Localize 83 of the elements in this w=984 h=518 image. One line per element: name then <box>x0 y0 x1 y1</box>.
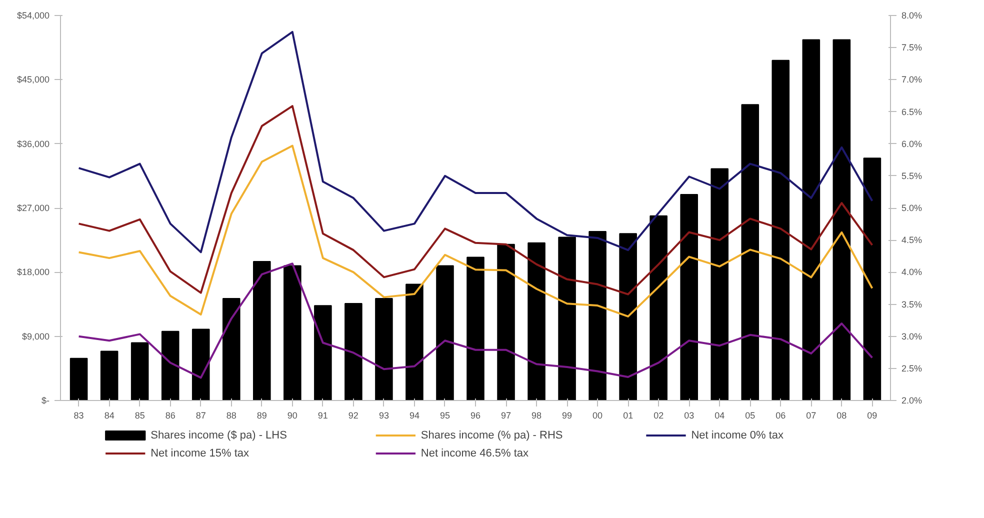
x-tick-label: 90 <box>287 410 298 420</box>
bar <box>710 168 729 400</box>
y-tick-label: $9,000 <box>22 331 50 342</box>
x-tick-label: 00 <box>592 410 603 420</box>
bar <box>375 298 393 400</box>
x-tick-label: 86 <box>165 410 176 420</box>
bar <box>558 236 576 400</box>
bar <box>650 215 668 400</box>
x-tick-label: 02 <box>654 410 664 420</box>
y2-tick-label: 4.5% <box>902 235 922 246</box>
y2-tick-label: 7.5% <box>902 42 922 53</box>
bar <box>466 256 484 400</box>
x-tick-label: 99 <box>562 410 572 420</box>
legend-label: Shares income (% pa) - RHS <box>420 430 563 442</box>
bar <box>588 231 606 400</box>
legend-label: Shares income ($ pa) - LHS <box>150 430 287 442</box>
legend-label: Net income 0% tax <box>691 430 784 442</box>
x-tick-label: 03 <box>684 410 694 420</box>
y2-tick-label: 2.0% <box>902 396 922 406</box>
bar <box>772 60 790 400</box>
x-tick-label: 96 <box>470 410 481 420</box>
y2-tick-label: 7.0% <box>902 74 922 85</box>
x-tick-label: 08 <box>836 410 847 420</box>
x-tick-label: 84 <box>104 410 114 420</box>
bar <box>222 298 240 400</box>
x-tick-label: 09 <box>867 410 878 420</box>
bar <box>314 305 332 400</box>
bar <box>832 39 851 400</box>
line-series <box>78 105 874 296</box>
x-tick-label: 06 <box>776 410 786 420</box>
y2-tick-label: 6.5% <box>902 106 922 117</box>
x-tick-label: 07 <box>806 410 816 420</box>
x-tick-label: 93 <box>378 410 389 420</box>
y2-tick-label: 3.5% <box>902 299 922 310</box>
bar <box>680 194 698 400</box>
line-series <box>78 144 874 318</box>
bar <box>253 260 271 400</box>
y-tick-label: $45,000 <box>16 74 50 85</box>
bar <box>497 244 515 400</box>
legend-label: Net income 46.5% tax <box>420 448 530 460</box>
bar <box>406 284 424 400</box>
x-tick-label: 94 <box>409 410 420 420</box>
x-tick-label: 88 <box>226 410 236 420</box>
x-tick-label: 87 <box>196 410 206 420</box>
line-series <box>78 262 874 379</box>
bar <box>192 328 210 400</box>
bar <box>161 330 180 400</box>
x-tick-label: 01 <box>623 410 634 420</box>
bar <box>436 265 454 400</box>
y2-tick-label: 2.5% <box>902 363 922 374</box>
x-tick-label: 04 <box>714 410 725 420</box>
x-tick-label: 83 <box>74 410 84 420</box>
bar <box>70 358 88 400</box>
bar <box>284 265 302 400</box>
x-tick-label: 97 <box>501 410 512 420</box>
y-tick-label: $- <box>42 396 50 406</box>
x-tick-label: 95 <box>440 410 450 420</box>
y-tick-label: $36,000 <box>16 138 50 149</box>
bar <box>528 242 546 400</box>
legend-label: Net income 15% tax <box>150 448 250 460</box>
bar <box>344 303 362 400</box>
bar <box>863 158 882 400</box>
bar <box>100 350 118 400</box>
y-tick-label: $27,000 <box>16 203 50 213</box>
y2-tick-label: 8.0% <box>902 10 922 20</box>
x-tick-label: 98 <box>532 410 542 420</box>
y2-tick-label: 4.0% <box>902 267 922 278</box>
x-tick-label: 92 <box>348 410 358 420</box>
bar <box>741 104 760 400</box>
y-tick-label: $18,000 <box>16 267 50 278</box>
x-tick-label: 85 <box>134 410 145 420</box>
y2-tick-label: 5.5% <box>902 170 922 181</box>
y-tick-label: $54,000 <box>16 10 50 20</box>
y2-tick-label: 3.0% <box>902 331 922 342</box>
y2-tick-label: 6.0% <box>902 138 922 149</box>
x-tick-label: 05 <box>745 410 756 420</box>
y2-tick-label: 5.0% <box>902 203 922 213</box>
x-tick-label: 89 <box>256 410 267 420</box>
bar <box>130 342 149 400</box>
x-tick-label: 91 <box>318 410 328 420</box>
line-series <box>78 30 874 254</box>
bar <box>802 39 820 400</box>
bar <box>619 233 637 400</box>
